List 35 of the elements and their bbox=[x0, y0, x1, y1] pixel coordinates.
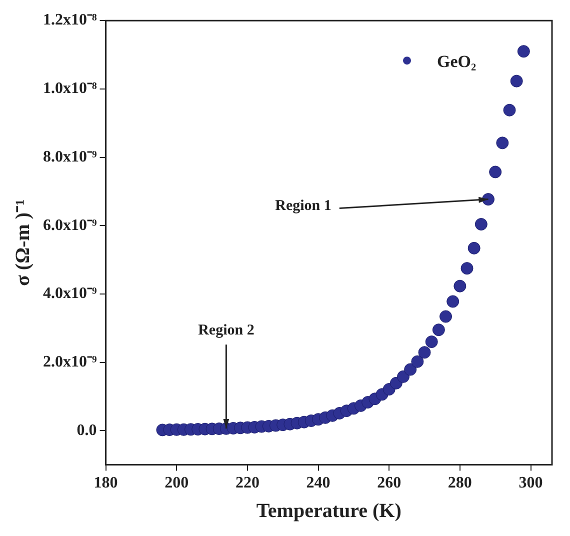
y-tick-label: 6.0x10⁻⁹ bbox=[43, 216, 97, 234]
point bbox=[496, 136, 509, 150]
x-tick-label: 300 bbox=[518, 474, 543, 492]
y-tick-label: 1.0x10⁻⁸ bbox=[43, 80, 97, 98]
annotation: Region 1 bbox=[275, 198, 332, 214]
y-tick-label: 2.0x10⁻⁹ bbox=[43, 353, 97, 370]
x-axis-title: Temperature (K) bbox=[256, 500, 402, 522]
x-tick-label: 220 bbox=[235, 474, 260, 492]
point bbox=[418, 346, 431, 359]
point bbox=[454, 280, 466, 292]
y-tick-label: 1.2x10⁻⁸ bbox=[43, 12, 97, 29]
point bbox=[460, 262, 474, 275]
annotation: Region 2 bbox=[198, 322, 254, 338]
x-tick-label: 280 bbox=[448, 474, 472, 492]
x-tick-label: 180 bbox=[94, 474, 118, 492]
legend-label: GeO₂ bbox=[437, 52, 476, 71]
point bbox=[432, 324, 445, 336]
point bbox=[489, 166, 502, 178]
point bbox=[446, 295, 460, 308]
point bbox=[468, 242, 480, 254]
y-tick-label: 0.0 bbox=[76, 422, 97, 439]
y-tick-label: 4.0x10⁻⁹ bbox=[43, 285, 97, 302]
point bbox=[425, 336, 438, 348]
point bbox=[517, 45, 530, 58]
y-axis-title: σ (Ω-m )⁻¹ bbox=[12, 199, 34, 286]
point bbox=[404, 363, 417, 376]
point bbox=[474, 218, 488, 230]
point bbox=[440, 310, 452, 323]
point bbox=[411, 355, 424, 368]
y-tick-label: 8.0x10⁻⁹ bbox=[43, 148, 97, 166]
x-tick-label: 240 bbox=[306, 474, 330, 492]
point bbox=[510, 74, 523, 88]
x-tick-label: 200 bbox=[164, 474, 189, 492]
point bbox=[503, 104, 516, 116]
x-tick-label: 260 bbox=[377, 474, 402, 492]
